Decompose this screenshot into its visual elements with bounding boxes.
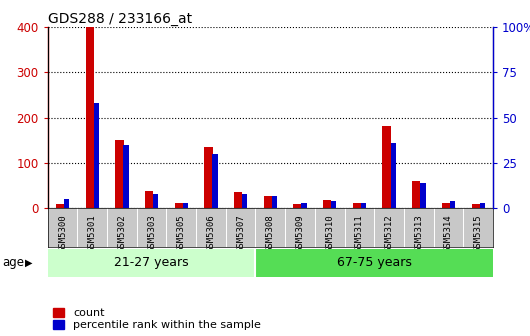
Text: GSM5313: GSM5313 <box>414 214 423 252</box>
Bar <box>472 204 480 208</box>
Bar <box>56 204 64 208</box>
Bar <box>391 143 396 208</box>
Bar <box>64 199 69 208</box>
Text: GSM5310: GSM5310 <box>325 214 334 252</box>
Text: GSM5303: GSM5303 <box>147 214 156 252</box>
Bar <box>123 145 129 208</box>
Legend: count, percentile rank within the sample: count, percentile rank within the sample <box>53 308 261 330</box>
Bar <box>353 203 361 208</box>
Text: GSM5308: GSM5308 <box>266 214 275 252</box>
Bar <box>116 140 123 208</box>
Bar <box>442 203 450 208</box>
Bar <box>450 201 455 208</box>
Bar <box>331 201 337 208</box>
Text: GSM5302: GSM5302 <box>118 214 126 252</box>
Bar <box>255 249 493 277</box>
Text: 67-75 years: 67-75 years <box>337 256 412 269</box>
Text: GDS288 / 233166_at: GDS288 / 233166_at <box>48 12 192 26</box>
Bar <box>234 193 242 208</box>
Bar <box>145 191 153 208</box>
Text: GSM5301: GSM5301 <box>88 214 96 252</box>
Bar <box>183 203 188 208</box>
Bar <box>272 196 277 208</box>
Bar <box>383 126 391 208</box>
Bar <box>86 27 94 208</box>
Text: GSM5306: GSM5306 <box>207 214 215 252</box>
Bar <box>153 194 158 208</box>
Text: ▶: ▶ <box>25 258 33 268</box>
Text: GSM5312: GSM5312 <box>385 214 393 252</box>
Text: GSM5307: GSM5307 <box>236 214 245 252</box>
Bar <box>242 194 248 208</box>
Bar <box>213 154 218 208</box>
Bar <box>361 203 366 208</box>
Text: GSM5305: GSM5305 <box>177 214 186 252</box>
Text: 21-27 years: 21-27 years <box>114 256 189 269</box>
Text: GSM5300: GSM5300 <box>58 214 67 252</box>
Bar <box>94 103 99 208</box>
Bar <box>48 249 255 277</box>
Bar <box>302 203 307 208</box>
Text: age: age <box>3 256 25 269</box>
Bar <box>175 203 183 208</box>
Bar <box>420 183 426 208</box>
Bar <box>480 203 485 208</box>
Bar <box>412 181 420 208</box>
Text: GSM5311: GSM5311 <box>355 214 364 252</box>
Bar <box>205 147 213 208</box>
Bar <box>323 200 331 208</box>
Bar <box>294 204 302 208</box>
Bar <box>264 196 272 208</box>
Text: GSM5309: GSM5309 <box>296 214 304 252</box>
Text: GSM5314: GSM5314 <box>444 214 453 252</box>
Text: GSM5315: GSM5315 <box>474 214 482 252</box>
